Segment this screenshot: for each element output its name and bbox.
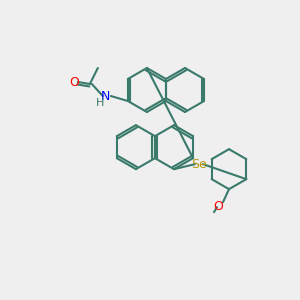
- Text: N: N: [101, 89, 110, 103]
- Text: O: O: [213, 200, 223, 213]
- Text: H: H: [96, 98, 104, 108]
- Text: Se: Se: [191, 158, 207, 171]
- Text: O: O: [69, 76, 79, 88]
